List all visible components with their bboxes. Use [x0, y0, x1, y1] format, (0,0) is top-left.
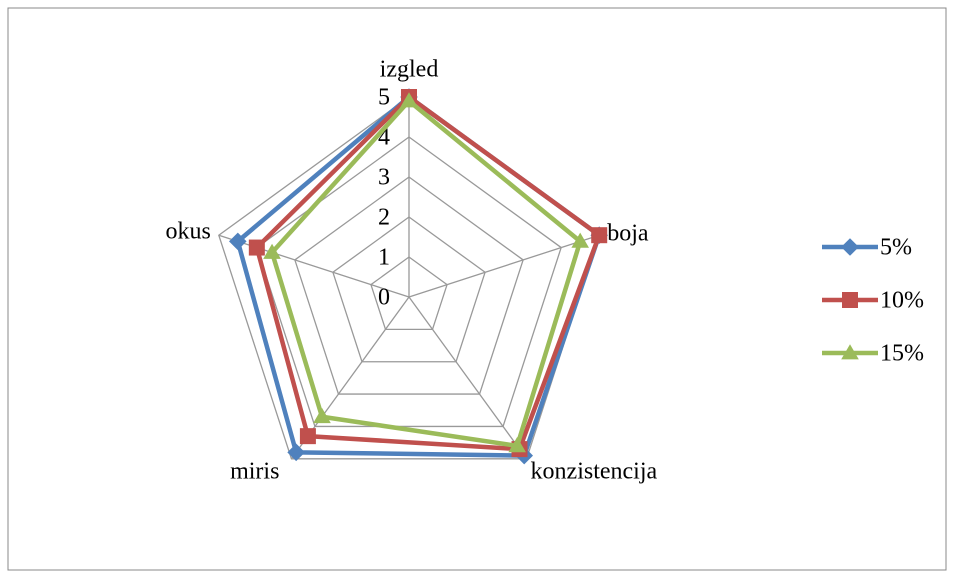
r-tick-label: 3: [378, 165, 390, 191]
category-label: boja: [607, 221, 649, 247]
category-label: miris: [230, 458, 279, 484]
marker: [842, 292, 858, 308]
marker: [400, 92, 418, 108]
category-label: konzistencija: [531, 458, 658, 484]
grid-ring: [294, 176, 524, 395]
series-line: [269, 98, 583, 449]
marker: [248, 239, 265, 256]
grid-ring: [332, 216, 486, 363]
category-label: okus: [165, 219, 210, 245]
r-tick-label: 5: [378, 85, 390, 111]
marker: [287, 443, 305, 462]
spoke: [408, 234, 600, 298]
legend-label: 5%: [880, 235, 912, 261]
spoke: [408, 296, 528, 460]
grid-ring: [256, 136, 562, 428]
r-tick-label: 0: [378, 285, 390, 311]
marker: [263, 243, 281, 259]
marker: [841, 238, 859, 256]
r-tick-label: 2: [378, 205, 390, 231]
marker: [229, 232, 247, 251]
series-line: [254, 94, 602, 452]
marker: [571, 232, 589, 248]
marker: [299, 428, 316, 445]
marker: [508, 437, 526, 453]
category-label: izgled: [380, 57, 439, 83]
legend-label: 15%: [880, 341, 924, 367]
chart-frame: [7, 7, 947, 571]
grid-ring: [370, 256, 448, 331]
marker: [591, 227, 608, 244]
r-tick-label: 1: [378, 245, 390, 271]
legend-label: 10%: [880, 288, 924, 314]
marker: [841, 344, 859, 360]
marker: [313, 407, 331, 424]
